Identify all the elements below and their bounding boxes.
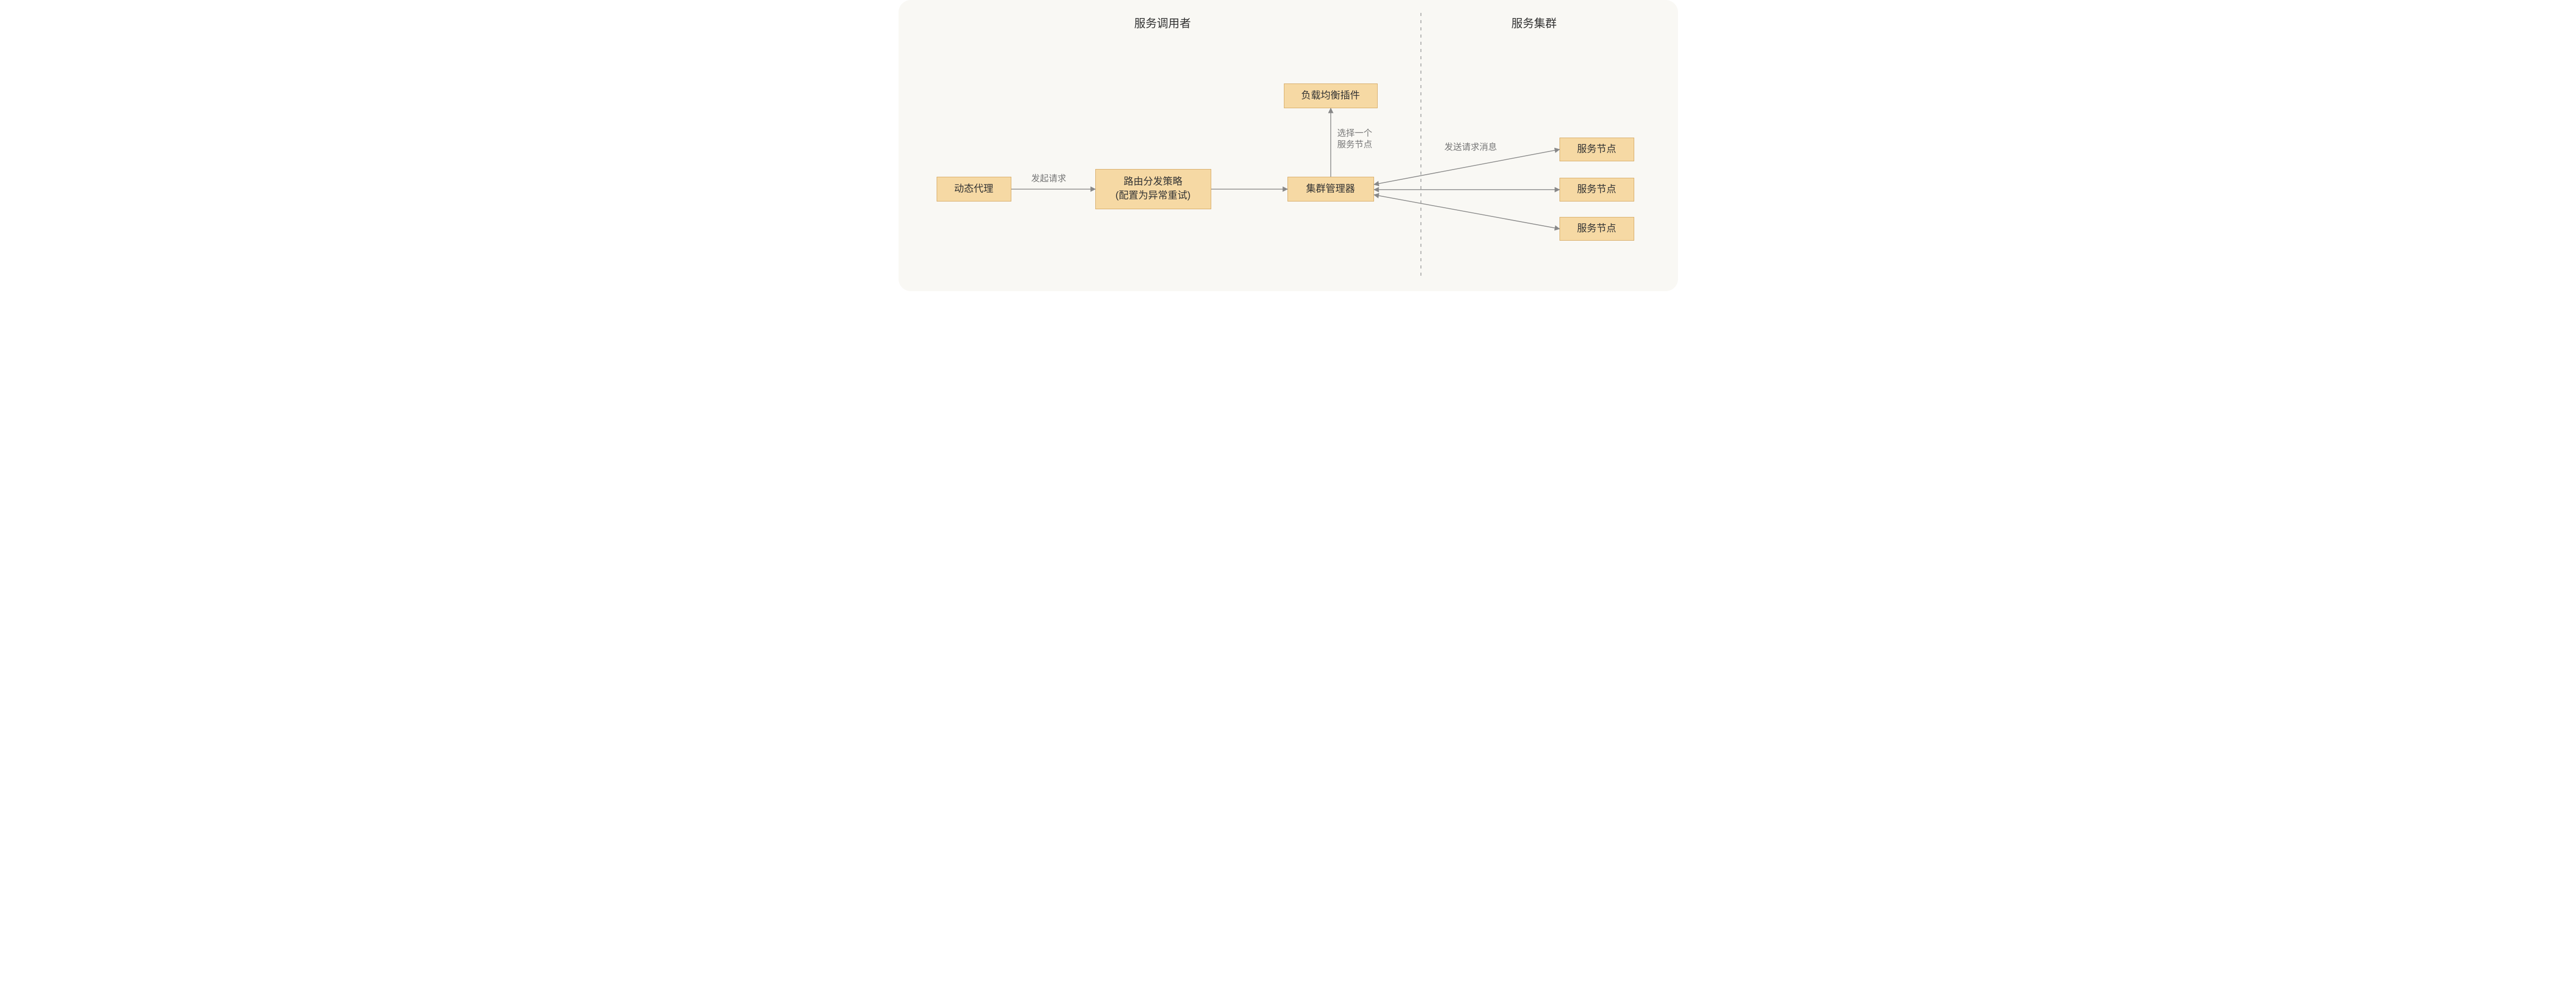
edge-e6 — [1374, 195, 1560, 229]
node-proxy: 动态代理 — [937, 177, 1011, 201]
node-label: 集群管理器 — [1306, 182, 1355, 196]
node-label: 服务节点 — [1577, 183, 1616, 197]
node-label: 服务节点 — [1577, 222, 1616, 236]
node-cluster: 集群管理器 — [1287, 177, 1374, 201]
node-router: 路由分发策略 (配置为异常重试) — [1095, 169, 1211, 209]
edge-label-e4: 发送请求消息 — [1445, 142, 1497, 153]
node-label: 负载均衡插件 — [1301, 89, 1360, 103]
node-svc1: 服务节点 — [1560, 138, 1634, 161]
node-label: 动态代理 — [954, 182, 993, 196]
node-lb: 负载均衡插件 — [1284, 83, 1378, 108]
node-svc3: 服务节点 — [1560, 217, 1634, 241]
node-label: 服务节点 — [1577, 143, 1616, 157]
node-svc2: 服务节点 — [1560, 178, 1634, 201]
edge-label-e3: 选择一个 服务节点 — [1337, 128, 1372, 150]
node-label: 路由分发策略 (配置为异常重试) — [1115, 175, 1191, 203]
diagram-canvas: 服务调用者 服务集群 动态代理 路由分发策略 (配置为异常重试) 集群管理器 负… — [899, 0, 1678, 291]
section-title-left: 服务调用者 — [1134, 14, 1191, 31]
section-title-right: 服务集群 — [1512, 14, 1557, 31]
edge-e4 — [1374, 149, 1560, 184]
edge-label-e1: 发起请求 — [1031, 173, 1066, 184]
